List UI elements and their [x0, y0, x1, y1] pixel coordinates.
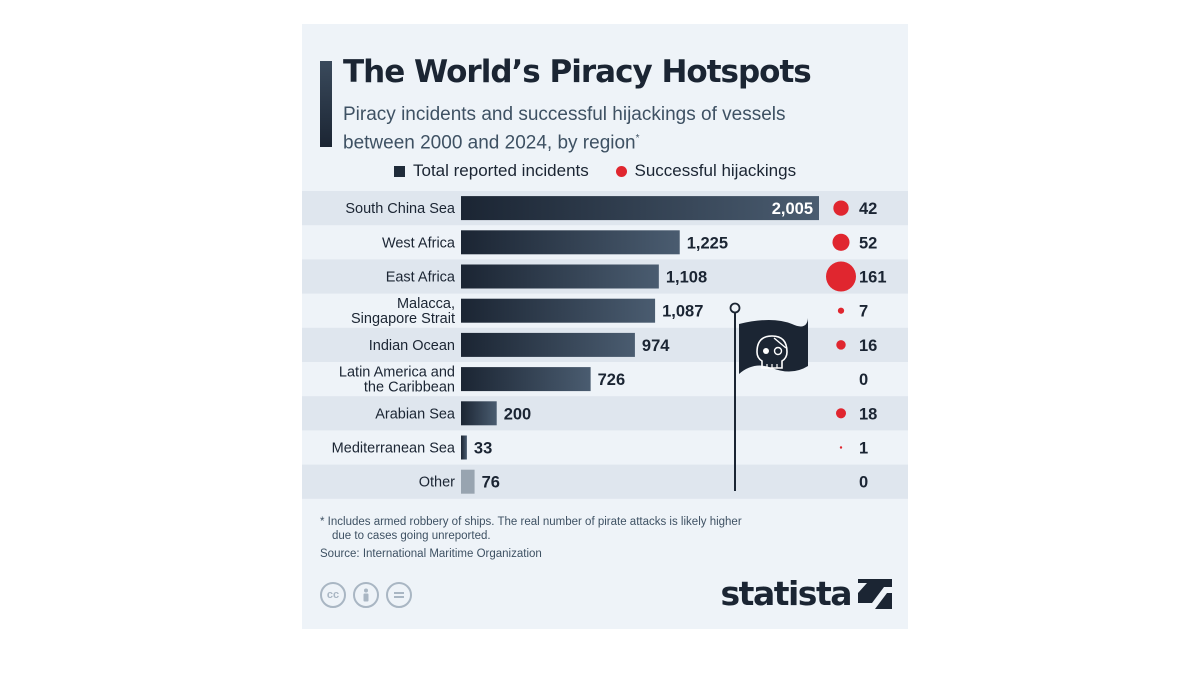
hijacking-value-label: 161: [859, 269, 887, 287]
bar-value-label: 2,005: [772, 200, 813, 218]
statista-logo-mark-icon: [858, 578, 892, 609]
hijacking-value-label: 7: [859, 303, 868, 321]
bar-value-label: 76: [482, 474, 500, 492]
person-icon[interactable]: [353, 582, 379, 608]
bar-value-label: 1,225: [687, 234, 728, 252]
bar-total-incidents: [461, 435, 467, 460]
footnote-line-1: * Includes armed robbery of ships. The r…: [320, 516, 742, 528]
skull-icon: [756, 335, 788, 369]
infographic-card: The World’s Piracy Hotspots Piracy incid…: [302, 24, 908, 629]
title-accent-bar: [320, 61, 332, 147]
hijacking-bubble: [836, 340, 846, 350]
bar-total-incidents: [461, 401, 497, 426]
flag-pole-knob: [729, 302, 741, 314]
row-stripe: [302, 464, 908, 499]
legend-label-incidents: Total reported incidents: [413, 161, 589, 180]
statista-logo[interactable]: statista: [721, 574, 892, 613]
category-label: Latin America and the Caribbean: [339, 365, 455, 396]
hijacking-bubble: [826, 261, 856, 292]
hijacking-bubble: [832, 233, 850, 251]
legend-item-hijackings: Successful hijackings: [615, 161, 797, 181]
source-note: Source: International Maritime Organizat…: [320, 548, 542, 560]
hijacking-bubble: [835, 408, 847, 419]
hijacking-value-label: 0: [859, 371, 868, 389]
category-label: East Africa: [386, 270, 456, 286]
category-label: Malacca, Singapore Strait: [351, 296, 455, 327]
logo-text: statista: [720, 574, 853, 613]
footnote-line-2: due to cases going unreported.: [332, 530, 491, 542]
chart-area: South China Sea 2,005 42 West Africa 1,225 52…: [302, 191, 908, 499]
pirate-flag-cloth: [739, 318, 808, 374]
cc-text: cc: [326, 589, 340, 601]
hijacking-value-label: 52: [859, 234, 877, 252]
legend-square-swatch: [394, 165, 405, 177]
category-label: Arabian Sea: [375, 406, 456, 422]
category-label: Indian Ocean: [369, 338, 455, 354]
category-label: Mediterranean Sea: [332, 441, 456, 457]
legend-dot-swatch: [615, 165, 627, 177]
hijacking-bubble: [837, 307, 845, 314]
chart-subtitle: Piracy incidents and successful hijackin…: [343, 103, 843, 155]
bar-total-incidents: [461, 298, 656, 323]
bar-value-label: 1,108: [666, 269, 707, 287]
hijacking-value-label: 1: [859, 440, 868, 458]
bar-total-incidents: [461, 196, 819, 221]
category-label: Other: [419, 475, 455, 491]
hijacking-value-label: 16: [859, 337, 877, 355]
footnote: * Includes armed robbery of ships. The r…: [320, 515, 840, 543]
bar-value-label: 726: [598, 371, 626, 389]
hijacking-value-label: 18: [859, 405, 877, 423]
bar-value-label: 974: [642, 337, 670, 355]
license-icons: cc: [320, 582, 419, 608]
hijacking-bubble: [839, 446, 843, 449]
creative-commons-icon[interactable]: cc: [320, 582, 346, 608]
category-label: South China Sea: [345, 201, 456, 217]
equals-icon[interactable]: [386, 582, 412, 608]
hijacking-value-label: 42: [859, 200, 877, 218]
bar-total-incidents: [461, 230, 680, 255]
legend-item-incidents: Total reported incidents: [394, 161, 589, 181]
pirate-flag-illustration: [729, 302, 808, 491]
bar-total-incidents: [461, 264, 659, 289]
bar-total-incidents: [461, 332, 635, 357]
chart-legend: Total reported incidents Successful hija…: [394, 161, 818, 181]
bar-total-incidents: [461, 367, 591, 392]
hijacking-bubble: [833, 200, 849, 216]
bar-value-label: 200: [504, 405, 532, 423]
subtitle-footnote-mark: *: [635, 133, 640, 144]
subtitle-line-2-text: between 2000 and 2024, by region: [343, 132, 636, 154]
legend-label-hijackings: Successful hijackings: [634, 161, 797, 180]
category-label: West Africa: [382, 235, 456, 251]
bar-total-incidents: [461, 469, 475, 494]
bar-value-label: 33: [474, 440, 492, 458]
subtitle-line-1: Piracy incidents and successful hijackin…: [343, 104, 786, 125]
row-stripe: [302, 396, 908, 431]
hijacking-value-label: 0: [859, 474, 868, 492]
subtitle-line-2: between 2000 and 2024, by region*: [343, 127, 843, 155]
chart-title: The World’s Piracy Hotspots: [343, 54, 812, 90]
bar-value-label: 1,087: [662, 303, 703, 321]
